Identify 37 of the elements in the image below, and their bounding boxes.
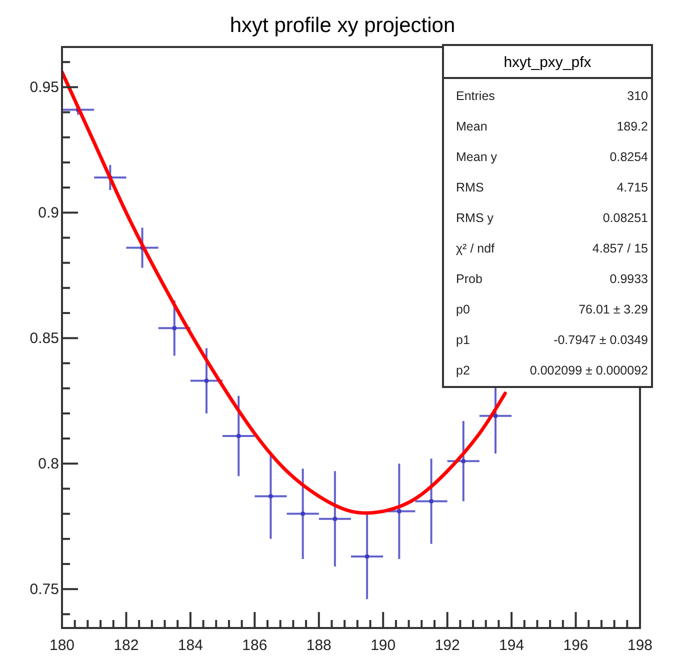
annotation: Mean y [456,150,498,164]
annotation: 0.002099 ± 0.000092 [530,364,648,378]
annotation: 0.8254 [610,150,648,164]
x-tick-label: 192 [434,637,460,654]
annotation: χ² / ndf [456,242,496,256]
annotation: 0.08251 [602,211,648,225]
annotation: 0.9933 [610,272,648,286]
chart-title: hxyt profile xy projection [230,14,456,37]
annotation: 4.715 [616,180,648,194]
annotation: p1 [456,333,470,347]
y-tick-label: 0.85 [30,330,59,348]
y-tick-label: 0.8 [38,456,59,473]
y-tick-label: 0.9 [38,204,59,222]
annotation: RMS y [456,211,494,225]
annotation: RMS [456,180,484,194]
x-tick-label: 184 [178,637,203,654]
annotation: hxyt_pxy_pfx [504,54,592,71]
annotation: p2 [456,364,470,378]
x-tick-label: 180 [49,637,75,654]
annotation: p0 [456,302,470,316]
annotation: 310 [627,89,648,103]
annotation: Prob [456,272,482,286]
y-tick-label: 0.95 [30,79,59,96]
annotation: -0.7947 ± 0.0349 [554,333,648,347]
x-tick-label: 196 [563,637,588,654]
annotation: 76.01 ± 3.29 [578,302,648,316]
y-tick-label: 0.75 [30,581,59,598]
annotation: 189.2 [616,120,648,134]
annotation: Entries [456,89,495,103]
x-tick-label: 194 [499,637,524,654]
x-tick-label: 186 [242,637,268,654]
x-tick-label: 190 [370,637,396,654]
annotation: 4.857 / 15 [592,242,648,256]
x-tick-label: 182 [114,637,139,654]
annotation: Mean [456,120,488,134]
x-tick-label: 188 [306,637,332,654]
x-tick-label: 198 [627,637,653,654]
